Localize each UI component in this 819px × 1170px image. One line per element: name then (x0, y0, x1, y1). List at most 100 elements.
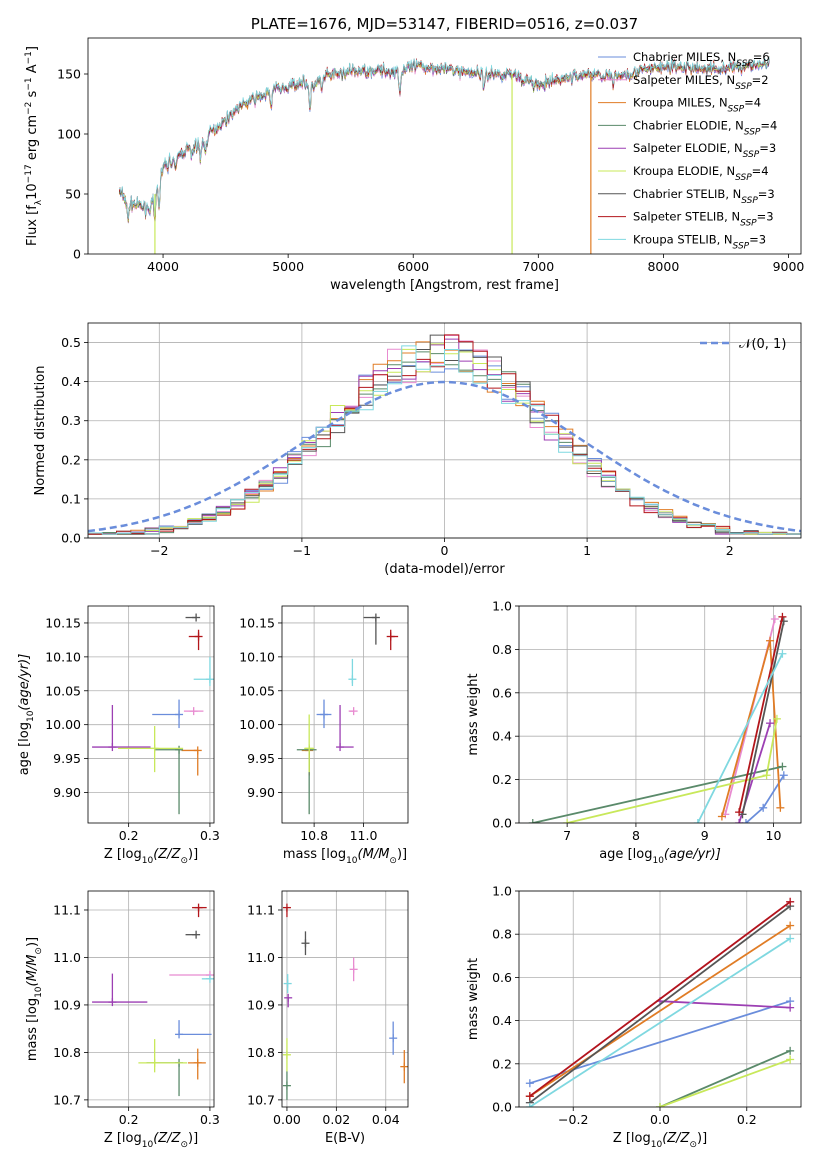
errorbar-salpeter-stelib (282, 903, 291, 918)
mass-vs-Z-frame (87, 890, 215, 1108)
x-tick-label: 7 (563, 828, 571, 843)
errorbar-kroupa-miles (187, 1048, 206, 1080)
x-tick-label: 10.8 (300, 828, 328, 843)
errorbar-chabrier-miles (316, 699, 332, 729)
errorbar-chabrier-elodie (296, 745, 317, 815)
x-tick-label: 0.3 (200, 828, 220, 843)
y-tick-label: 10.15 (45, 615, 81, 630)
y-tick-label: 9.95 (53, 751, 81, 766)
errorbar-kroupa-stelib (348, 658, 357, 687)
x-tick-label: 10 (766, 828, 782, 843)
weight-vs-Z-plot-area (525, 897, 795, 1107)
age-vs-Z-xlabel: Z [log10(Z/Z⊙)] (104, 847, 198, 866)
errorbar-salpeter-elodie (92, 973, 148, 1007)
errorbar-chabrier-stelib (185, 613, 201, 622)
errorbar-chabrier-elodie (154, 745, 184, 815)
y-tick-label: 10.15 (239, 615, 275, 630)
x-tick-label: 8 (632, 828, 640, 843)
x-tick-label: 0.00 (273, 1112, 301, 1127)
gaussian-curve (88, 380, 801, 533)
y-tick-label: 9.90 (53, 785, 81, 800)
errorbar-kroupa-stelib (283, 974, 292, 994)
mass-vs-ebv-plot-area (282, 903, 408, 1100)
x-tick-label: 9000 (773, 259, 805, 274)
y-tick-label: 10.8 (53, 1045, 81, 1060)
legend-label: Salpeter MILES, NSSP=2 (633, 73, 769, 92)
y-tick-label: 11.1 (247, 902, 275, 917)
series-line-salpeter-stelib (529, 901, 791, 1097)
y-tick-label: 0.8 (492, 927, 512, 942)
histogram-kroupa-elodie (88, 343, 801, 538)
y-tick-label: 0.4 (492, 729, 512, 744)
errorbar-salpeter-elodie (92, 705, 151, 752)
mass-vs-ebv-axes: 0.00 0.02 0.04 10.7 10.8 10.9 11.0 11.1 (247, 891, 408, 1127)
y-tick-label: 10.05 (239, 683, 275, 698)
x-tick-label: 9 (701, 828, 709, 843)
legend-label: Kroupa STELIB, NSSP=3 (633, 232, 766, 251)
legend-label: Salpeter ELODIE, NSSP=3 (633, 141, 776, 160)
weight-vs-Z-xlabel: Z [log10(Z/Z⊙)] (613, 1131, 707, 1150)
series-line-kroupa-miles (529, 924, 791, 1097)
y-tick-label: 0.8 (492, 642, 512, 657)
mass-vs-Z-axes: 0.2 0.3 10.7 10.8 10.9 11.0 11.1 (53, 891, 220, 1127)
y-tick-label: 0.0 (492, 1100, 512, 1115)
age-vs-Z-axes: 0.2 0.3 9.90 9.95 10.00 10.05 10.10 10.15 (45, 606, 220, 843)
y-tick-label: 9.90 (247, 785, 275, 800)
legend-label: Chabrier STELIB, NSSP=3 (633, 187, 775, 206)
x-tick-label: −1 (293, 543, 311, 558)
spectrum-axes: 4000 5000 6000 7000 8000 9000 0 50 100 150 (57, 67, 804, 275)
errorbar-kroupa-elodie (304, 714, 315, 773)
weight-vs-age-xlabel: age [log10(age/yr)] (599, 847, 721, 866)
x-tick-label: 0.2 (119, 1112, 139, 1127)
x-tick-label: 0.2 (737, 1112, 757, 1127)
y-tick-label: 0.3 (61, 413, 81, 428)
x-tick-label: 4000 (147, 259, 179, 274)
legend-label: Salpeter STELIB, NSSP=3 (633, 210, 774, 229)
age-vs-mass-axes: 10.8 11.0 9.90 9.95 10.00 10.05 10.10 10.15 (239, 606, 408, 843)
residuals-axes: −2 −1 0 1 2 0.0 0.1 0.2 0.3 0.4 0.5 (61, 323, 801, 558)
errorbar-kroupa-miles (400, 1050, 408, 1084)
series-line-chabrier-elodie (659, 1049, 791, 1107)
x-tick-label: 8000 (647, 259, 679, 274)
series-line-kroupa-stelib (119, 56, 770, 219)
x-tick-label: 2 (726, 543, 734, 558)
age-vs-mass-frame (281, 605, 409, 824)
y-tick-label: 10.9 (247, 997, 275, 1012)
legend-label: Kroupa ELODIE, NSSP=4 (633, 164, 769, 183)
x-tick-label: 0.04 (372, 1112, 400, 1127)
age-vs-Z-plot-area (92, 613, 214, 815)
residuals-ylabel: Normed distribution (33, 366, 48, 496)
y-tick-label: 10.05 (45, 683, 81, 698)
y-tick-label: 10.10 (239, 649, 275, 664)
series-line-salpeter-stelib (738, 616, 784, 813)
series-line-kroupa-stelib (696, 653, 784, 823)
x-tick-label: 0.02 (322, 1112, 350, 1127)
mass-vs-Z-ylabel: mass [log10(M/M⊙)] (25, 937, 44, 1061)
y-tick-label: 0.1 (61, 491, 81, 506)
y-tick-label: 10.10 (45, 649, 81, 664)
y-tick-label: 10.7 (53, 1092, 81, 1107)
legend-label: Chabrier ELODIE, NSSP=4 (633, 118, 777, 137)
mass-vs-ebv-frame (281, 890, 409, 1108)
errorbar-chabrier-miles (152, 699, 184, 729)
y-tick-label: 0.2 (492, 772, 512, 787)
series-line-chabrier-stelib (529, 905, 791, 1104)
y-tick-label: 0.6 (492, 685, 512, 700)
residuals-plot-area (88, 334, 801, 538)
weight-vs-Z-frame (518, 890, 802, 1108)
weight-vs-age-ylabel: mass weight (466, 673, 481, 755)
y-tick-label: 0.0 (492, 816, 512, 831)
x-tick-label: 5000 (272, 259, 304, 274)
y-tick-label: 0.0 (61, 531, 81, 546)
legend-label: Chabrier MILES, NSSP=6 (633, 50, 770, 69)
y-tick-label: 11.1 (53, 902, 81, 917)
y-tick-label: 100 (57, 127, 81, 142)
spectrum-xlabel: wavelength [Angstrom, rest frame] (330, 278, 559, 293)
x-tick-label: 11.0 (350, 828, 378, 843)
age-vs-mass-xlabel: mass [log10(M/M⊙)] (283, 847, 407, 866)
errorbar-salpeter-elodie (284, 993, 293, 1008)
y-tick-label: 0.4 (61, 374, 81, 389)
y-tick-label: 1.0 (492, 599, 512, 614)
x-tick-label: 6000 (397, 259, 429, 274)
